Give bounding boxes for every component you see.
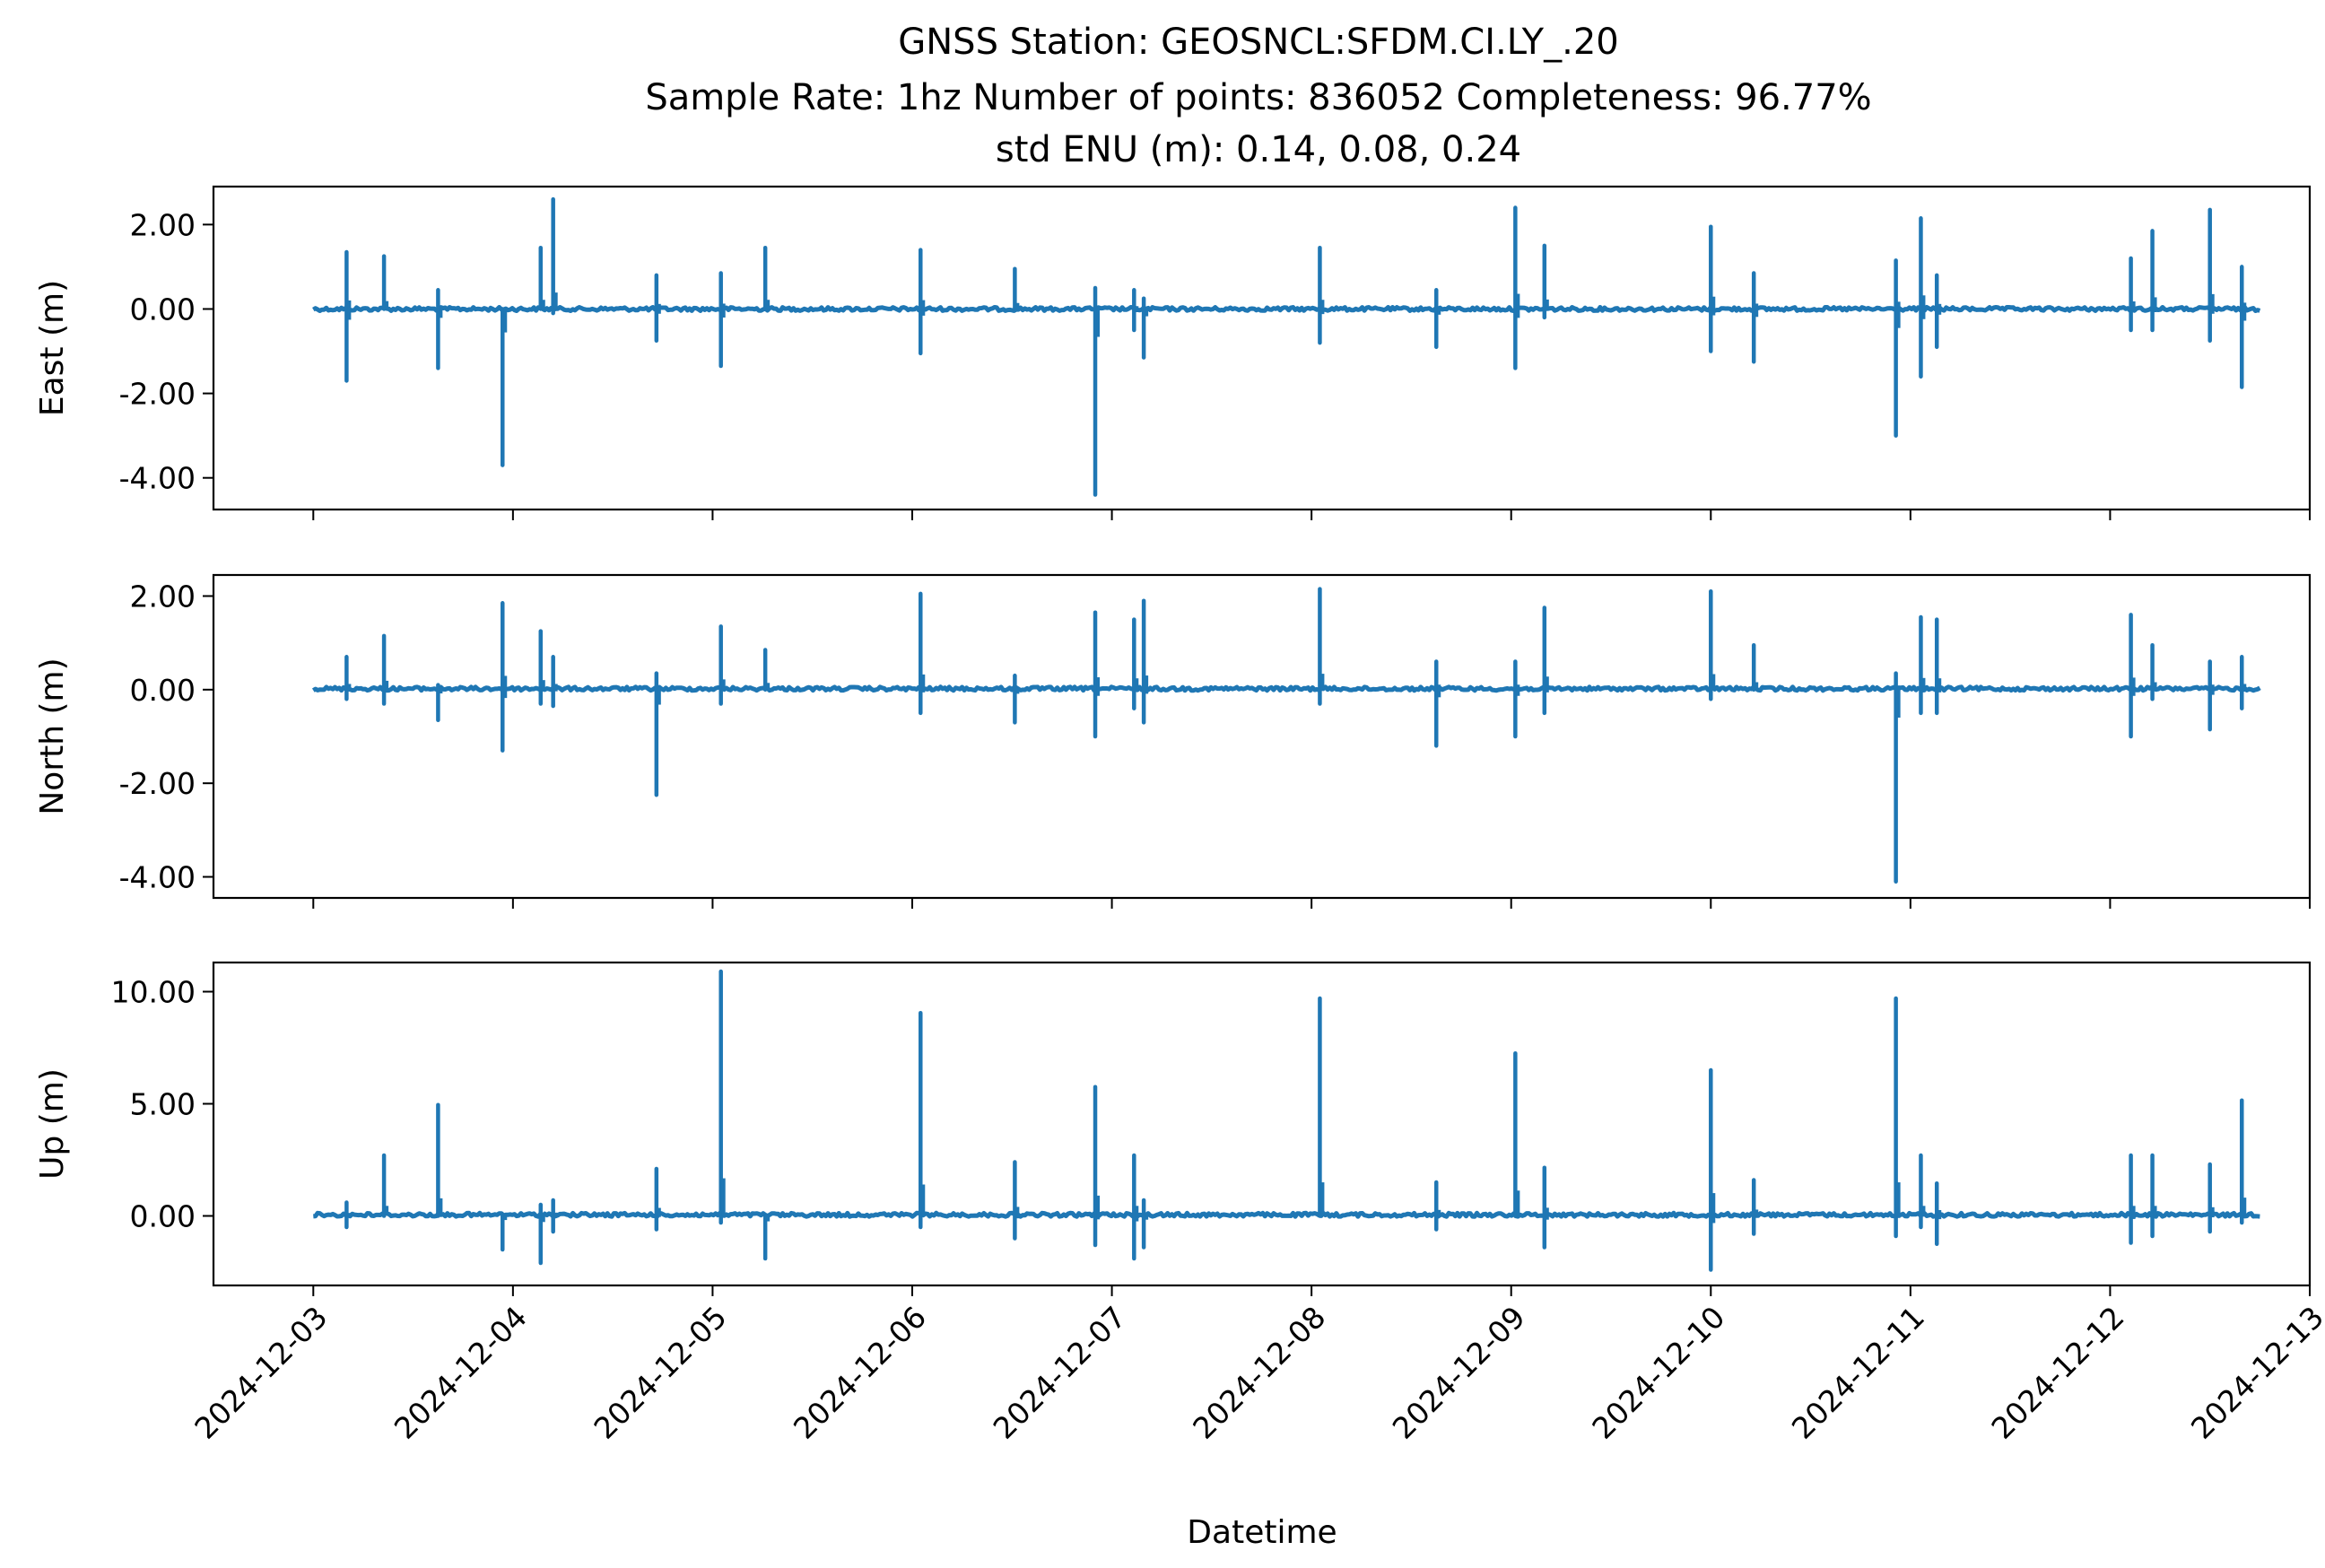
y-axis-label: Up (m): [34, 1068, 71, 1180]
chart-title-line-3: std ENU (m): 0.14, 0.08, 0.24: [996, 129, 1521, 170]
y-tick-label: -4.00: [119, 860, 196, 895]
y-tick-label: 0.00: [130, 673, 196, 708]
panel-1: 2.00 0.00 -2.00 -4.00 East (m): [34, 185, 2312, 520]
series-2: [311, 587, 2261, 884]
baseline-trace: [311, 684, 2261, 693]
y-tick-label: 10.00: [111, 975, 196, 1010]
y-tick-label: -2.00: [119, 377, 196, 412]
y-tick-label: 0.00: [130, 1199, 196, 1234]
chart-title-line-2: Sample Rate: 1hz Number of points: 83605…: [645, 77, 1871, 118]
x-axis-label: Datetime: [1187, 1514, 1337, 1551]
y-tick-label: -2.00: [119, 766, 196, 801]
baseline-trace: [312, 305, 2261, 313]
plot-frame: [212, 961, 2312, 1287]
y-axis-label: North (m): [34, 658, 71, 814]
y-axis-label: East (m): [34, 280, 71, 416]
y-tick-label: 0.00: [130, 292, 196, 327]
panel-2: 2.00 0.00 -2.00 -4.00 North (m): [34, 573, 2312, 909]
y-tick-label: 2.00: [130, 579, 196, 614]
y-tick-label: 2.00: [130, 207, 196, 242]
chart-title-line-1: GNSS Station: GEOSNCL:SFDM.CI.LY_.20: [898, 22, 1618, 63]
y-tick-label: 5.00: [130, 1087, 196, 1122]
series-3: [313, 969, 2260, 1272]
plot-frame: [212, 185, 2312, 511]
y-tick-label: -4.00: [119, 461, 196, 496]
series-1: [312, 196, 2261, 497]
plot-frame: [212, 573, 2312, 900]
